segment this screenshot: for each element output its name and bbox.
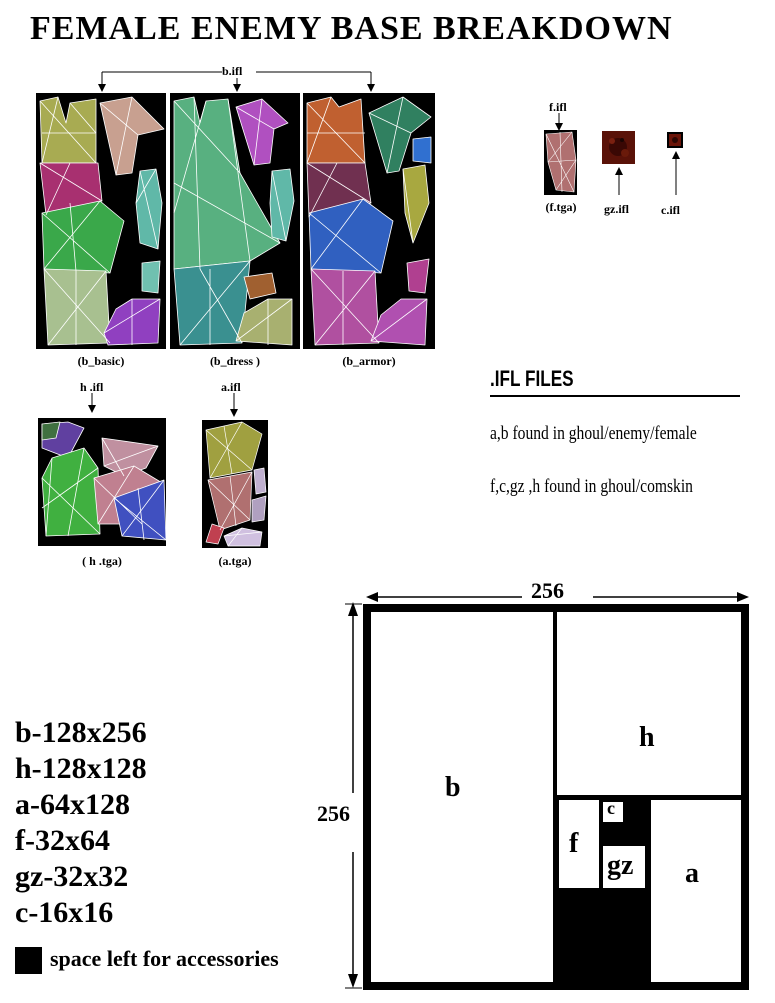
size-f: f-32x64	[15, 824, 110, 857]
page-title: FEMALE ENEMY BASE BREAKDOWN	[30, 10, 673, 47]
ifl-files-line-2: f,c,gz ,h found in ghoul/comskin	[490, 476, 693, 497]
gz-texture	[602, 131, 635, 164]
region-gz: gz	[601, 844, 647, 890]
c-ifl-arrow	[672, 151, 680, 195]
c-ifl-label: c.ifl	[661, 203, 680, 217]
ifl-files-rule	[490, 395, 740, 397]
size-gz: gz-32x32	[15, 860, 129, 893]
b-armor-caption: (b_armor)	[342, 354, 396, 368]
region-c: c	[601, 798, 625, 824]
b-armor-texture	[303, 93, 435, 349]
region-a-label: a	[685, 858, 699, 889]
region-f: f	[557, 798, 601, 890]
ifl-files-line-1: a,b found in ghoul/enemy/female	[490, 423, 697, 444]
size-c: c-16x16	[15, 896, 114, 929]
region-h: h	[555, 610, 743, 797]
legend-text: space left for accessories	[50, 946, 279, 971]
layout-width-label: 256	[531, 578, 564, 603]
f-ifl-arrow	[555, 113, 563, 131]
a-texture	[202, 420, 268, 548]
b-dress-texture	[170, 93, 300, 349]
size-a: a-64x128	[15, 788, 130, 821]
a-ifl-arrow	[230, 393, 238, 417]
b-dress-caption: (b_dress )	[209, 354, 261, 368]
layout-frame: b h f c gz a	[363, 604, 749, 990]
size-h: h-128x128	[15, 752, 147, 785]
region-b: b	[369, 610, 555, 984]
size-b: b-128x256	[15, 716, 147, 749]
a-caption: (a.tga)	[218, 554, 252, 568]
region-b-label: b	[445, 772, 461, 803]
a-ifl-label: a.ifl	[221, 380, 241, 394]
f-caption: (f.tga)	[545, 200, 577, 214]
h-ifl-label: h .ifl	[80, 380, 104, 394]
legend-swatch	[15, 947, 42, 974]
b-basic-caption: (b_basic)	[77, 354, 125, 368]
region-h-label: h	[639, 722, 655, 753]
c-texture	[667, 132, 683, 148]
f-ifl-label: f.ifl	[549, 100, 567, 114]
h-caption: ( h .tga)	[82, 554, 122, 568]
h-texture	[38, 418, 166, 546]
gz-ifl-arrow	[615, 167, 623, 195]
layout-height-label: 256	[317, 801, 350, 826]
region-a: a	[649, 798, 743, 984]
b-ifl-arrows	[98, 71, 375, 92]
region-c-label: c	[607, 798, 615, 818]
f-texture	[544, 130, 577, 195]
gz-ifl-label: gz.ifl	[604, 202, 629, 216]
ifl-files-heading: .IFL FILES	[490, 366, 574, 391]
b-basic-texture	[36, 93, 166, 349]
h-ifl-arrow	[88, 393, 96, 413]
b-ifl-label: b.ifl	[222, 64, 243, 78]
region-f-label: f	[569, 828, 579, 859]
region-gz-label: gz	[607, 850, 634, 881]
